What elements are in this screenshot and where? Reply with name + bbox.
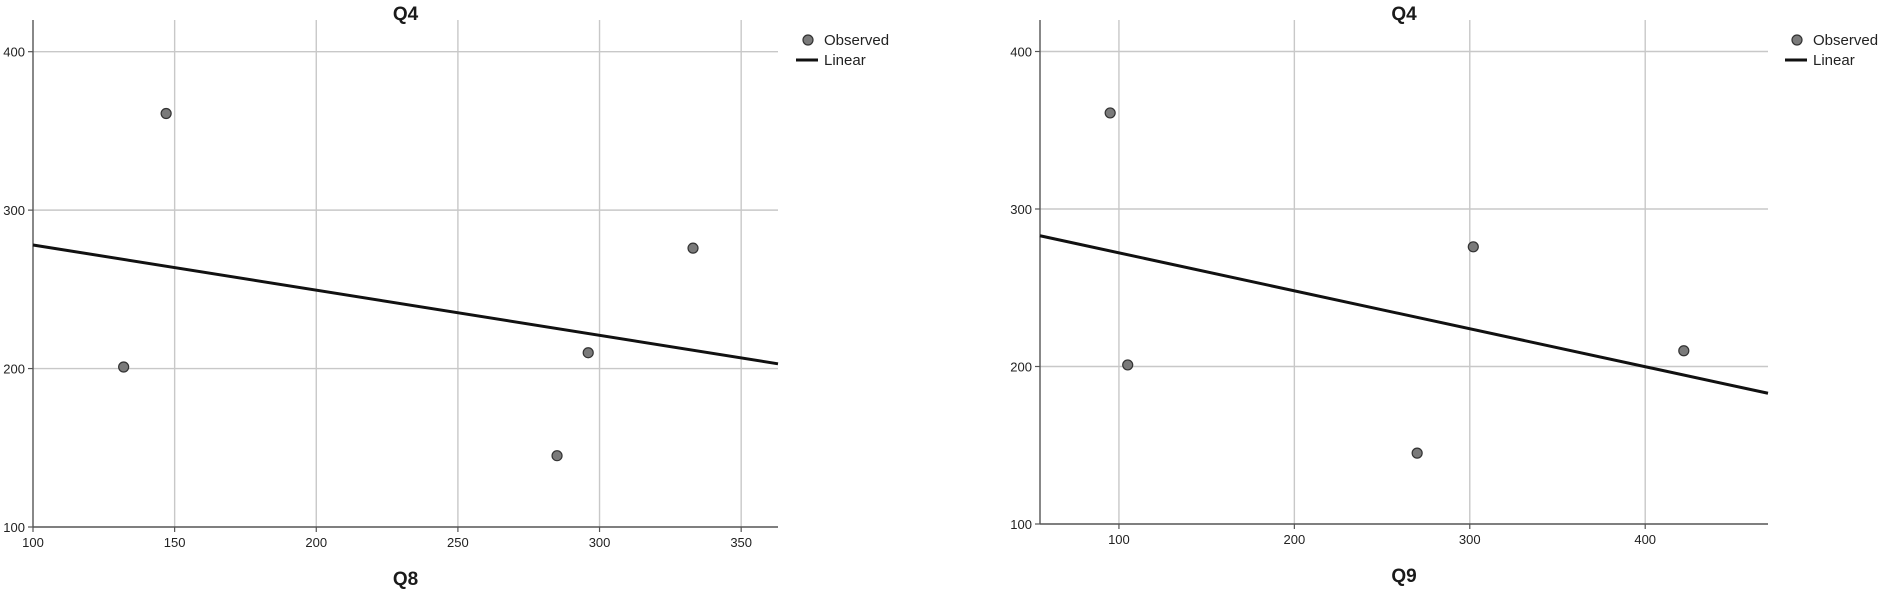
x-tick-label: 100 [22,535,44,550]
y-tick-label: 400 [1010,45,1032,60]
x-tick-label: 350 [730,535,752,550]
y-tick-label: 400 [3,45,25,60]
linear-fit-line [32,243,779,366]
x-tick-label: 150 [164,535,186,550]
x-tick-label: 300 [589,535,611,550]
observed-point [118,361,130,373]
observed-point [1411,447,1423,459]
y-tick-label: 100 [1010,517,1032,532]
legend-linear-label: Linear [824,52,866,69]
chart-2: 100 200 300 400 100 200 300 400 Q4 Q9 Observed Line… [1010,4,1878,587]
observed-point [687,242,699,254]
x-tick-label: 300 [1459,532,1481,547]
legend: Observed Linear [1785,32,1878,69]
legend-observed-marker [1791,34,1803,46]
observed-point [582,347,594,359]
y-tick-label: 200 [1010,360,1032,375]
observed-point [160,107,172,120]
chart-title: Q4 [1391,4,1417,25]
x-tick-label: 100 [1108,532,1130,547]
y-tick-label: 200 [3,362,25,377]
y-tick-label: 100 [3,520,25,535]
chart-1: 100 150 200 250 300 350 100 200 300 400 Q4 Q8 Observ… [3,4,889,590]
x-axis-label: Q9 [1391,566,1416,587]
x-tick-label: 200 [1284,532,1306,547]
legend-observed-label: Observed [1813,32,1878,49]
y-tick-label: 300 [1010,202,1032,217]
x-tick-label: 250 [447,535,469,550]
linear-fit-line [1039,234,1769,395]
x-tick-label: 200 [305,535,327,550]
observed-point [1122,359,1134,371]
observed-point [1104,107,1116,119]
observed-point [551,450,563,462]
legend-observed-marker [802,34,814,46]
chart-title: Q4 [393,4,419,25]
legend: Observed Linear [796,32,889,69]
observed-point [1678,345,1690,357]
x-tick-label: 400 [1634,532,1656,547]
observed-point [1467,241,1479,253]
y-tick-label: 300 [3,203,25,218]
legend-linear-label: Linear [1813,52,1855,69]
x-axis-label: Q8 [393,569,418,590]
legend-observed-label: Observed [824,32,889,49]
